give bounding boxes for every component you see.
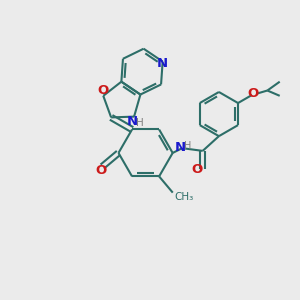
Text: O: O <box>248 87 259 100</box>
Text: CH₃: CH₃ <box>174 192 194 202</box>
Text: H: H <box>184 141 191 151</box>
Text: O: O <box>192 163 203 176</box>
Text: O: O <box>98 84 109 97</box>
Text: N: N <box>127 116 138 128</box>
Text: H: H <box>136 118 143 128</box>
Text: N: N <box>175 141 186 154</box>
Text: O: O <box>95 164 106 178</box>
Text: N: N <box>157 56 168 70</box>
